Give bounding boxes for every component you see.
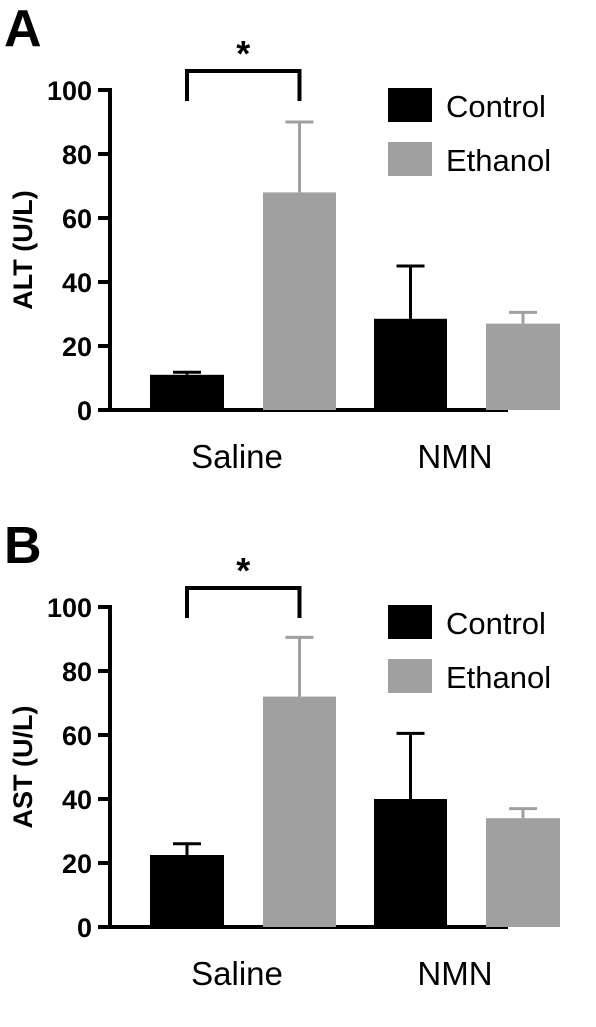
significance-bracket [185,586,302,618]
legend-swatch-ethanol [388,659,432,693]
significance-star: * [236,33,250,74]
x-category-label: Saline [191,438,283,475]
y-tick-label: 0 [77,913,92,943]
bar-control-nmn [374,318,447,410]
panel-b: B AST (U/L) 0 20 40 60 80 100 Saline NMN * Control E… [0,517,596,1027]
bar-ethanol-saline [263,192,336,410]
y-tick-label: 20 [62,332,92,362]
legend-label-control: Control [446,89,546,124]
bar-control-saline [150,374,224,410]
y-tick-label: 40 [62,785,92,815]
y-tick-label: 20 [62,849,92,879]
y-tick-label: 60 [62,204,92,234]
bar-control-saline [150,855,224,927]
significance-star: * [236,550,250,591]
y-axis-title: ALT (U/L) [8,190,38,309]
legend-label-ethanol: Ethanol [446,660,551,695]
bar-control-nmn [374,799,447,927]
y-axis-title: AST (U/L) [8,706,38,829]
x-category-label: NMN [417,438,492,475]
y-tick-label: 80 [62,140,92,170]
bar-ethanol-nmn [486,323,560,410]
bar-ethanol-saline [263,696,336,927]
panel-letter: B [4,517,42,575]
y-tick-label: 80 [62,657,92,687]
y-tick-label: 100 [47,76,92,106]
y-tick-label: 60 [62,721,92,751]
x-category-label: Saline [191,955,283,992]
chart-ast: B AST (U/L) 0 20 40 60 80 100 Saline NMN * Control E… [4,517,560,992]
y-tick-label: 0 [77,396,92,426]
panel-a: A ALT (U/L) 0 20 40 60 80 100 Saline NMN * Control E… [0,0,596,510]
legend-label-control: Control [446,606,546,641]
y-tick-label: 100 [47,593,92,623]
legend-swatch-ethanol [388,142,432,176]
y-tick-label: 40 [62,268,92,298]
bar-ethanol-nmn [486,818,560,927]
chart-alt: A ALT (U/L) 0 20 40 60 80 100 Saline NMN * Control E… [4,0,560,475]
legend-swatch-control [388,605,432,639]
x-category-label: NMN [417,955,492,992]
legend-swatch-control [388,88,432,122]
legend-label-ethanol: Ethanol [446,143,551,178]
panel-letter: A [4,0,42,58]
significance-bracket [185,69,302,101]
